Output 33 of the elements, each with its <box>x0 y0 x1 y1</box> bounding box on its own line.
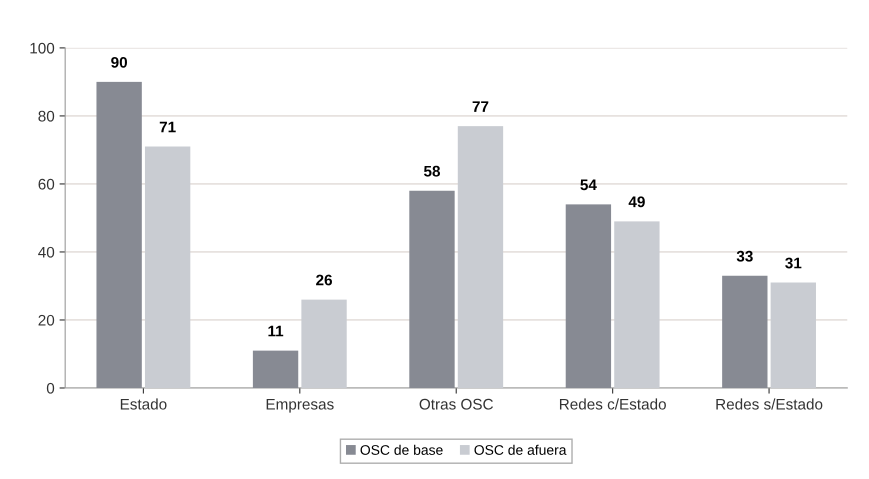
x-tick-label: Estado <box>120 398 167 410</box>
bar <box>566 204 612 388</box>
x-tick-label: Redes s/Estado <box>716 398 822 410</box>
bar <box>458 126 504 388</box>
legend-label: OSC de base <box>360 444 443 455</box>
data-label: 58 <box>424 166 440 177</box>
bar <box>301 300 347 388</box>
bar <box>96 82 142 388</box>
data-label: 33 <box>736 250 753 262</box>
y-tick-label: 0 <box>46 382 54 394</box>
bar <box>770 282 816 388</box>
data-label: 71 <box>160 122 176 132</box>
x-tick-label: Redes c/Estado <box>560 398 666 410</box>
data-label: 90 <box>111 56 128 68</box>
bar <box>722 276 768 388</box>
bar <box>144 146 190 388</box>
data-label: 31 <box>785 258 802 268</box>
bar <box>614 221 660 388</box>
y-tick-label: 60 <box>38 178 54 190</box>
data-label: 26 <box>316 274 332 286</box>
data-label: 54 <box>580 180 597 190</box>
x-tick-label: Empresas <box>266 398 334 413</box>
data-label: 77 <box>472 101 488 112</box>
bar <box>252 350 298 388</box>
bar <box>409 190 455 388</box>
legend-label: OSC de afuera <box>474 444 566 455</box>
x-tick-label: Otras OSC <box>420 398 493 410</box>
y-tick-label: 20 <box>38 314 54 326</box>
data-label: 11 <box>268 326 284 336</box>
data-label: 49 <box>628 196 645 208</box>
y-tick-label: 80 <box>38 110 54 122</box>
y-tick-label: 40 <box>38 246 54 258</box>
y-tick-label: 100 <box>30 42 54 54</box>
